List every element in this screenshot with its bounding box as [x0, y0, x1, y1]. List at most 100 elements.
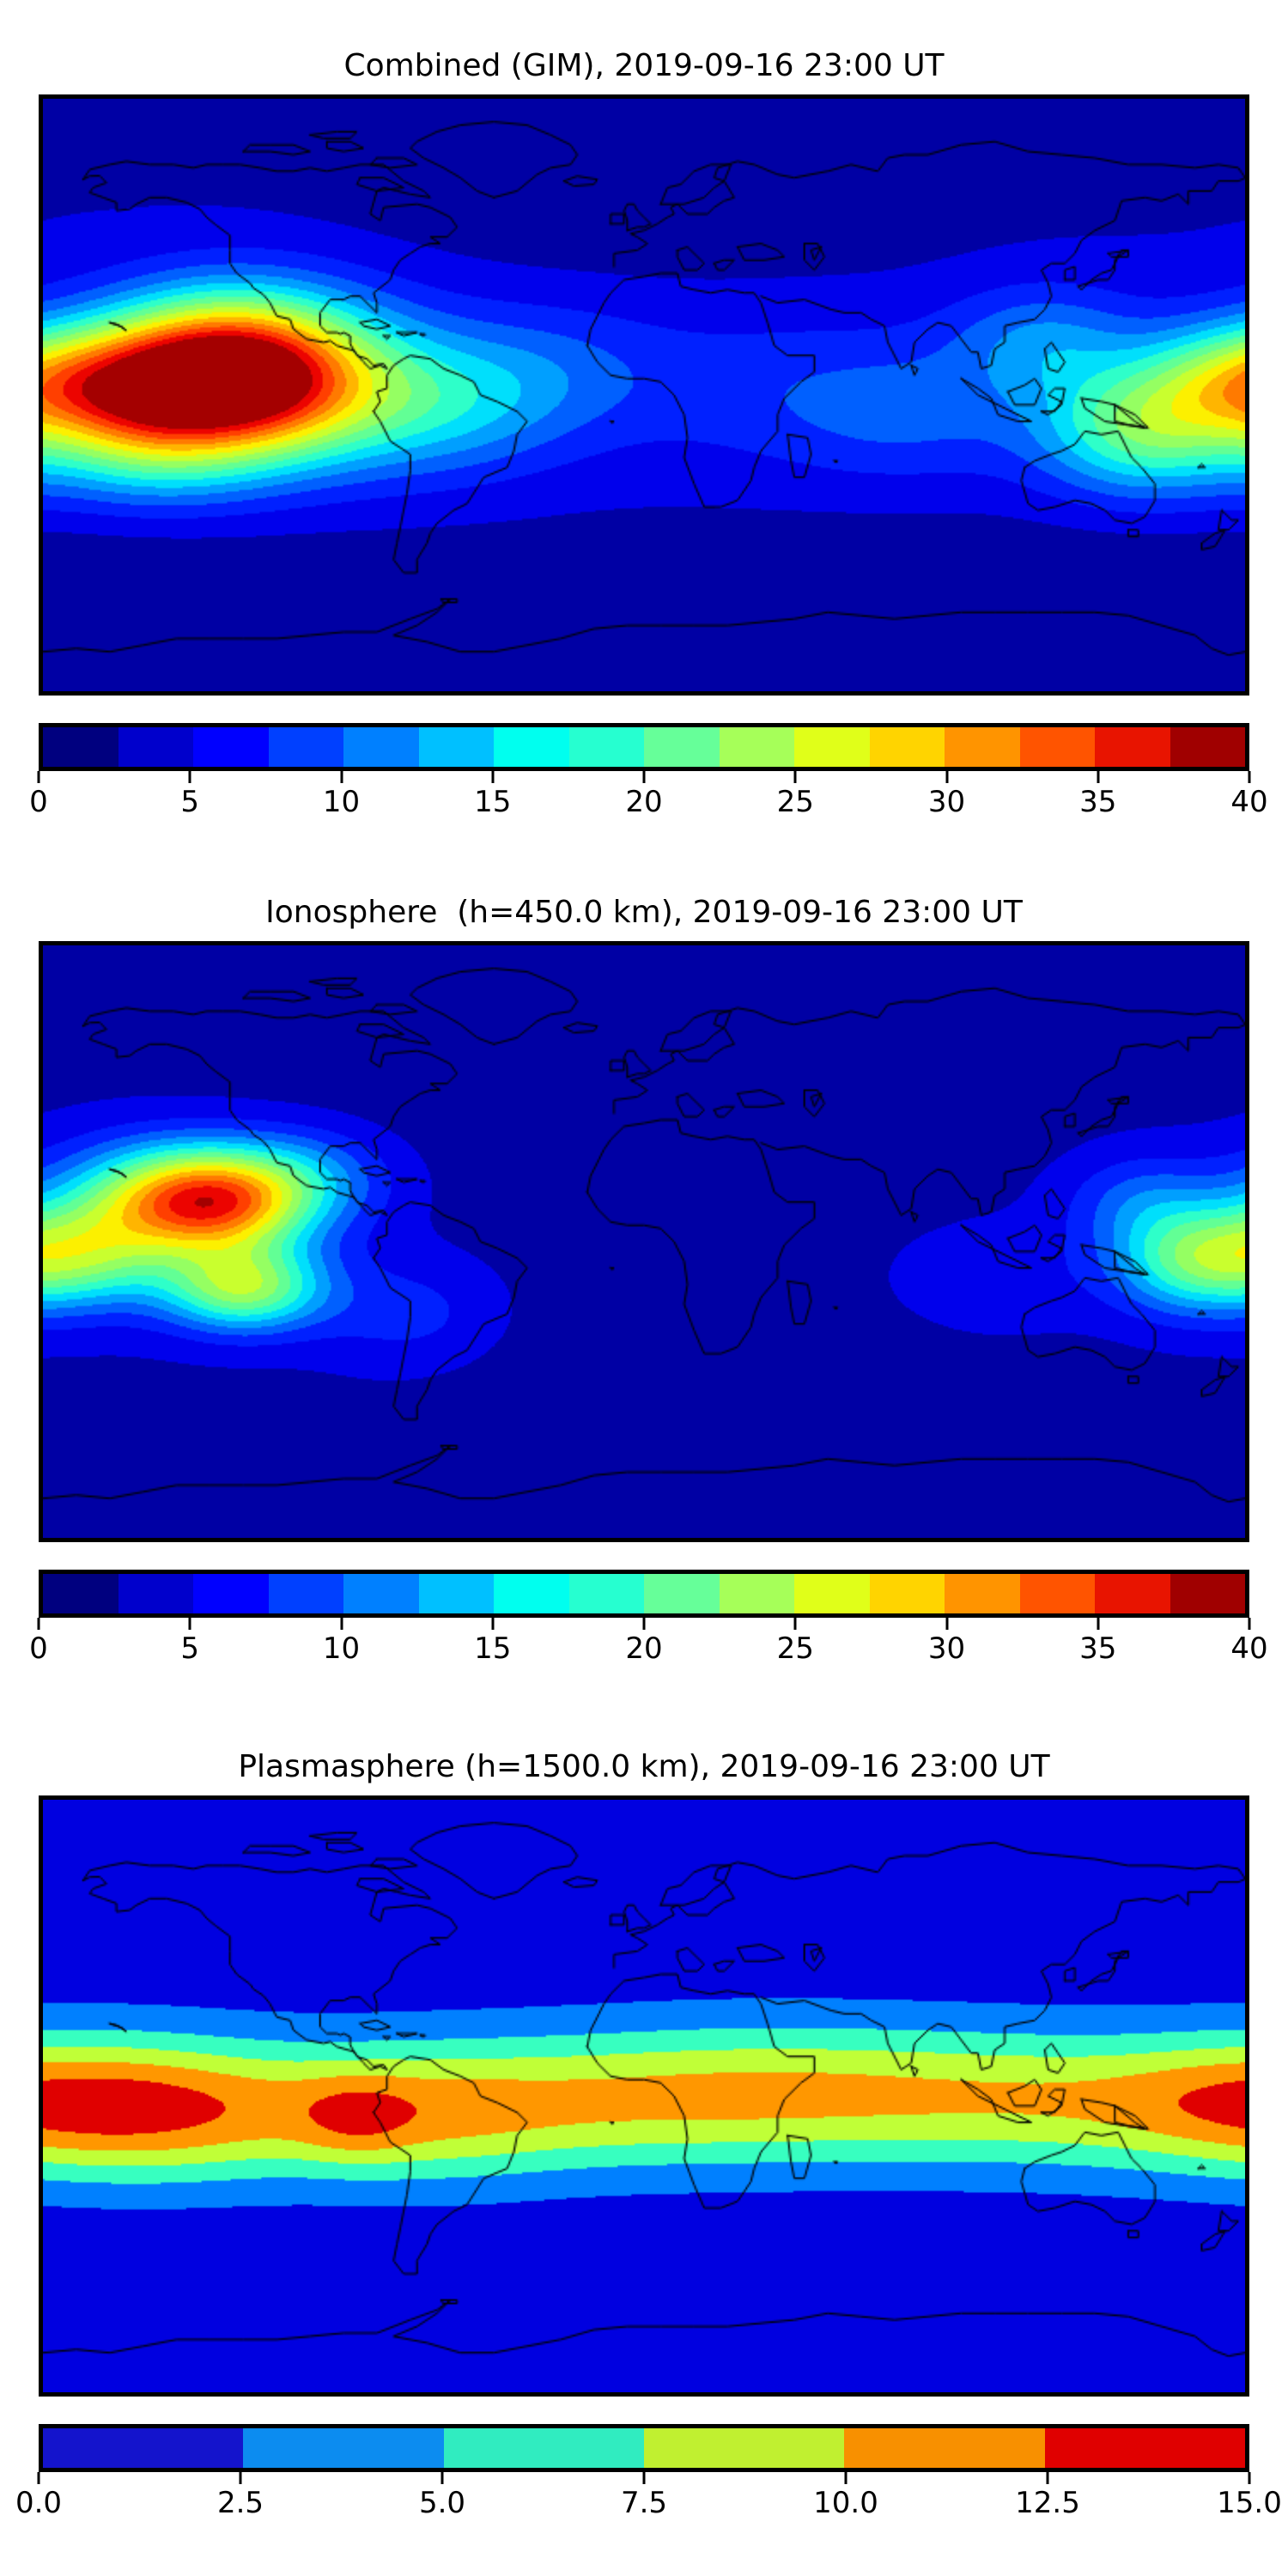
colorbar-tick	[1248, 1618, 1251, 1630]
colorbar-band-14	[1095, 1574, 1170, 1613]
colorbar-tick	[793, 1618, 797, 1630]
colorbar-band-9	[719, 727, 794, 767]
colorbar-strip-combined-gim	[39, 723, 1249, 771]
colorbar-tick	[440, 2472, 444, 2484]
colorbar-tick-label: 2.5	[216, 2486, 264, 2520]
colorbar-tick-label: 25	[776, 785, 814, 819]
colorbar-band-10	[794, 727, 870, 767]
colorbar-tick	[642, 2472, 646, 2484]
colorbar-band-0	[43, 1574, 118, 1613]
colorbar-band-13	[1019, 727, 1095, 767]
colorbar-tick-label: 10	[322, 785, 361, 819]
colorbar-band-12	[945, 727, 1020, 767]
colorbar-band-3	[268, 727, 343, 767]
map-canvas-combined-gim	[43, 99, 1245, 691]
colorbar-ticks-ionosphere	[37, 1618, 1251, 1631]
colorbar-tick	[239, 2472, 242, 2484]
colorbar-tick	[37, 1618, 40, 1630]
colorbar-tick	[340, 771, 343, 783]
colorbar-tick-label: 40	[1230, 1631, 1268, 1666]
colorbar-strip-plasmasphere	[39, 2424, 1249, 2472]
map-canvas-ionosphere	[43, 945, 1245, 1538]
colorbar-band-15	[1170, 727, 1245, 767]
colorbar-tick-label: 10.0	[813, 2486, 878, 2520]
panel-plasmasphere: Plasmasphere (h=1500.0 km), 2019-09-16 2…	[0, 1747, 1288, 2527]
colorbar-tick	[793, 771, 797, 783]
colorbar-tick	[1248, 2472, 1251, 2484]
colorbar-plasmasphere: 0.0 2.5 5.0 7.5 10.0 12.5 15.0	[15, 2424, 1282, 2527]
colorbar-band-1	[243, 2428, 444, 2468]
colorbar-tick	[642, 1618, 646, 1630]
colorbar-band-3	[268, 1574, 343, 1613]
colorbar-tick-label: 0	[29, 785, 48, 819]
panel-ionosphere: Ionosphere (h=450.0 km), 2019-09-16 23:0…	[0, 893, 1288, 1673]
colorbar-band-9	[719, 1574, 794, 1613]
colorbar-tick-label: 5	[180, 1631, 200, 1666]
colorbar-tick-label: 5.0	[418, 2486, 466, 2520]
colorbar-band-13	[1019, 1574, 1095, 1613]
colorbar-band-4	[343, 1574, 419, 1613]
colorbar-band-7	[568, 727, 644, 767]
colorbar-band-10	[794, 1574, 870, 1613]
colorbar-band-6	[494, 727, 569, 767]
colorbar-labels-plasmasphere: 0.0 2.5 5.0 7.5 10.0 12.5 15.0	[15, 2486, 1282, 2527]
colorbar-band-2	[193, 727, 269, 767]
colorbar-band-0	[43, 727, 118, 767]
colorbar-tick	[945, 1618, 948, 1630]
colorbar-tick-label: 30	[927, 1631, 966, 1666]
colorbar-tick-label: 35	[1079, 785, 1117, 819]
colorbar-band-3	[643, 2428, 845, 2468]
colorbar-band-0	[43, 2428, 244, 2468]
colorbar-band-12	[945, 1574, 1020, 1613]
colorbar-tick	[37, 2472, 40, 2484]
colorbar-tick-label: 5	[180, 785, 200, 819]
panel-title-ionosphere: Ionosphere (h=450.0 km), 2019-09-16 23:0…	[265, 895, 1023, 930]
panel-title-combined-gim: Combined (GIM), 2019-09-16 23:00 UT	[343, 48, 945, 83]
colorbar-tick	[1046, 2472, 1049, 2484]
colorbar-tick-label: 15	[474, 1631, 512, 1666]
map-canvas-plasmasphere	[43, 1800, 1245, 2392]
colorbar-tick	[945, 771, 948, 783]
colorbar-band-8	[644, 1574, 720, 1613]
colorbar-band-1	[118, 1574, 193, 1613]
colorbar-tick-label: 7.5	[620, 2486, 668, 2520]
colorbar-tick	[1097, 1618, 1100, 1630]
colorbar-tick	[844, 2472, 848, 2484]
colorbar-tick	[188, 1618, 191, 1630]
colorbar-band-5	[418, 1574, 494, 1613]
colorbar-tick-label: 30	[927, 785, 966, 819]
colorbar-band-5	[1044, 2428, 1245, 2468]
colorbar-tick-label: 0	[29, 1631, 48, 1666]
colorbar-band-11	[869, 1574, 945, 1613]
map-plasmasphere	[39, 1795, 1249, 2397]
colorbar-tick-label: 20	[625, 785, 663, 819]
colorbar-band-11	[869, 727, 945, 767]
colorbar-band-8	[644, 727, 720, 767]
colorbar-band-1	[118, 727, 193, 767]
colorbar-strip-ionosphere	[39, 1570, 1249, 1618]
colorbar-ionosphere: 0 5 10 15 20 25 30 35 40	[29, 1570, 1268, 1673]
colorbar-tick-label: 12.5	[1015, 2486, 1080, 2520]
colorbar-band-2	[443, 2428, 644, 2468]
colorbar-combined-gim: 0 5 10 15 20 25 30 35 40	[29, 723, 1268, 826]
colorbar-labels-combined-gim: 0 5 10 15 20 25 30 35 40	[29, 785, 1267, 826]
colorbar-tick	[491, 771, 495, 783]
colorbar-ticks-combined-gim	[37, 771, 1251, 785]
colorbar-tick-label: 0.0	[15, 2486, 63, 2520]
colorbar-ticks-plasmasphere	[37, 2472, 1251, 2486]
colorbar-tick	[491, 1618, 495, 1630]
colorbar-band-4	[343, 727, 419, 767]
colorbar-tick-label: 15	[474, 785, 512, 819]
colorbar-band-4	[844, 2428, 1045, 2468]
map-combined-gim	[39, 94, 1249, 696]
colorbar-band-2	[193, 1574, 269, 1613]
panel-combined-gim: Combined (GIM), 2019-09-16 23:00 UT 0 5 10…	[0, 46, 1288, 826]
colorbar-band-6	[494, 1574, 569, 1613]
colorbar-tick-label: 20	[625, 1631, 663, 1666]
colorbar-tick	[642, 771, 646, 783]
colorbar-tick	[1097, 771, 1100, 783]
colorbar-band-14	[1095, 727, 1170, 767]
colorbar-tick-label: 35	[1079, 1631, 1117, 1666]
colorbar-tick	[188, 771, 191, 783]
colorbar-tick	[37, 771, 40, 783]
